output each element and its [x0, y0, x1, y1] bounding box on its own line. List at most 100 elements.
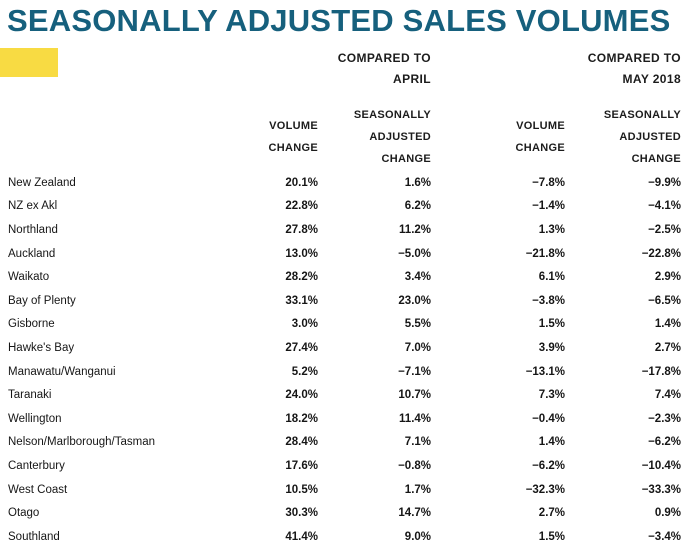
- value-cell: 28.4%: [285, 436, 318, 449]
- value-cell: −32.3%: [525, 483, 566, 496]
- region-label: Hawke's Bay: [8, 341, 75, 354]
- region-label: Manawatu/Wanganui: [8, 365, 116, 378]
- col-header-volume-change-may-2018: VOLUME CHANGE: [515, 120, 566, 154]
- table-row: Southland 41.4% 9.0% 1.5% −3.4%: [8, 525, 681, 549]
- table-row: NZ ex Akl 22.8% 6.2% −1.4% −4.1%: [8, 195, 681, 219]
- value-cell: 13.0%: [285, 247, 318, 260]
- value-cell: 10.5%: [285, 483, 318, 496]
- region-label: Auckland: [8, 247, 56, 260]
- value-cell: −1.4%: [532, 200, 566, 213]
- value-cell: −10.4%: [641, 459, 682, 472]
- sales-volumes-table: COMPARED TO APRIL COMPARED TO MAY 2018 V…: [8, 48, 681, 549]
- group-header-compared-to-may-2018: COMPARED TO MAY 2018: [431, 48, 681, 103]
- group-header-line: COMPARED TO: [587, 51, 682, 65]
- value-cell: −0.4%: [532, 412, 566, 425]
- value-cell: 11.2%: [399, 223, 432, 236]
- value-cell: −6.2%: [532, 459, 566, 472]
- col-header-seasonally-adjusted-change-may-2018: SEASONALLY ADJUSTED CHANGE: [603, 109, 682, 165]
- value-cell: −6.2%: [648, 436, 682, 449]
- region-label: NZ ex Akl: [8, 200, 58, 213]
- value-cell: −33.3%: [641, 483, 682, 496]
- value-cell: 27.8%: [285, 223, 318, 236]
- value-cell: 1.4%: [538, 436, 566, 449]
- value-cell: 2.7%: [538, 507, 566, 520]
- value-cell: −0.8%: [398, 459, 432, 472]
- value-cell: −5.0%: [398, 247, 432, 260]
- region-label: Otago: [8, 507, 40, 520]
- value-cell: 5.2%: [291, 365, 318, 378]
- region-label: Northland: [8, 223, 58, 236]
- value-cell: 1.5%: [538, 318, 566, 331]
- table-row: Otago 30.3% 14.7% 2.7% 0.9%: [8, 501, 681, 525]
- value-cell: 20.1%: [285, 176, 318, 189]
- table-row: New Zealand 20.1% 1.6% −7.8% −9.9%: [8, 171, 681, 195]
- col-header-seasonally-adjusted-change-april: SEASONALLY ADJUSTED CHANGE: [353, 109, 432, 165]
- value-cell: −13.1%: [525, 365, 566, 378]
- table-row: Nelson/Marlborough/Tasman 28.4% 7.1% 1.4…: [8, 431, 681, 455]
- value-cell: 1.7%: [404, 483, 432, 496]
- value-cell: −9.9%: [648, 176, 682, 189]
- region-column-spacer: [8, 48, 238, 103]
- table-row: Manawatu/Wanganui 5.2% −7.1% −13.1% −17.…: [8, 360, 681, 384]
- table-row: Gisborne 3.0% 5.5% 1.5% 1.4%: [8, 313, 681, 337]
- value-cell: 41.4%: [285, 530, 318, 543]
- group-header-line: MAY 2018: [622, 72, 682, 86]
- region-label: Gisborne: [8, 318, 55, 331]
- region-label: Waikato: [8, 271, 50, 284]
- region-label: Canterbury: [8, 459, 65, 472]
- value-cell: 11.4%: [399, 412, 432, 425]
- value-cell: −17.8%: [641, 365, 682, 378]
- value-cell: 2.7%: [654, 341, 682, 354]
- region-label: Southland: [8, 530, 60, 543]
- value-cell: 7.4%: [654, 389, 682, 402]
- value-cell: 6.2%: [404, 200, 432, 213]
- value-cell: 14.7%: [398, 507, 432, 520]
- value-cell: 3.4%: [404, 271, 432, 284]
- table-row: West Coast 10.5% 1.7% −32.3% −33.3%: [8, 478, 681, 502]
- group-header-compared-to-april: COMPARED TO APRIL: [238, 48, 431, 103]
- table-row: Waikato 28.2% 3.4% 6.1% 2.9%: [8, 265, 681, 289]
- value-cell: 17.6%: [285, 459, 318, 472]
- sub-header-row: VOLUME CHANGE SEASONALLY ADJUSTED CHANGE…: [8, 103, 681, 171]
- value-cell: 9.0%: [404, 530, 432, 543]
- value-cell: −6.5%: [648, 294, 682, 307]
- value-cell: 6.1%: [538, 271, 566, 284]
- value-cell: −7.1%: [398, 365, 432, 378]
- group-header-line: APRIL: [393, 72, 432, 86]
- value-cell: 7.0%: [404, 341, 432, 354]
- value-cell: −3.4%: [648, 530, 682, 543]
- value-cell: 0.9%: [654, 507, 682, 520]
- value-cell: 30.3%: [285, 507, 318, 520]
- value-cell: 10.7%: [398, 389, 432, 402]
- value-cell: 1.6%: [404, 176, 432, 189]
- value-cell: −3.8%: [532, 294, 566, 307]
- table-row: Northland 27.8% 11.2% 1.3% −2.5%: [8, 218, 681, 242]
- value-cell: 23.0%: [398, 294, 432, 307]
- region-label: Taranaki: [8, 389, 52, 402]
- table-row: Bay of Plenty 33.1% 23.0% −3.8% −6.5%: [8, 289, 681, 313]
- table-row: Taranaki 24.0% 10.7% 7.3% 7.4%: [8, 383, 681, 407]
- region-column-spacer: [8, 103, 238, 171]
- region-label: Bay of Plenty: [8, 294, 76, 307]
- region-label: Wellington: [8, 412, 62, 425]
- group-header-line: COMPARED TO: [337, 51, 432, 65]
- col-header-volume-change-april: VOLUME CHANGE: [268, 120, 318, 154]
- value-cell: 33.1%: [285, 294, 318, 307]
- value-cell: 24.0%: [285, 389, 318, 402]
- region-label: New Zealand: [8, 176, 76, 189]
- value-cell: 18.2%: [285, 412, 318, 425]
- value-cell: 7.1%: [404, 436, 432, 449]
- region-label: Nelson/Marlborough/Tasman: [8, 436, 156, 449]
- value-cell: −7.8%: [532, 176, 566, 189]
- group-header-row: COMPARED TO APRIL COMPARED TO MAY 2018: [8, 48, 681, 103]
- table-row: Canterbury 17.6% −0.8% −6.2% −10.4%: [8, 454, 681, 478]
- value-cell: −2.3%: [648, 412, 682, 425]
- table-row: Wellington 18.2% 11.4% −0.4% −2.3%: [8, 407, 681, 431]
- page-title: SEASONALLY ADJUSTED SALES VOLUMES: [7, 3, 671, 38]
- value-cell: 2.9%: [654, 271, 682, 284]
- yellow-accent-block: [0, 48, 58, 77]
- region-label: West Coast: [8, 483, 68, 496]
- value-cell: 5.5%: [404, 318, 432, 331]
- value-cell: 22.8%: [285, 200, 318, 213]
